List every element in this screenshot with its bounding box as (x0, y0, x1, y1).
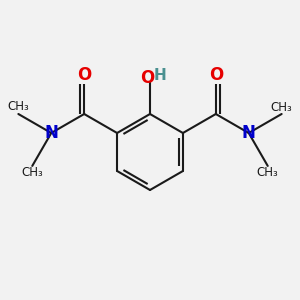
Text: CH₃: CH₃ (21, 167, 43, 179)
Text: CH₃: CH₃ (271, 100, 292, 113)
Text: CH₃: CH₃ (8, 100, 29, 113)
Text: CH₃: CH₃ (257, 167, 279, 179)
Text: O: O (77, 66, 91, 84)
Text: N: N (242, 124, 256, 142)
Text: N: N (44, 124, 58, 142)
Text: H: H (154, 68, 166, 82)
Text: O: O (209, 66, 223, 84)
Text: O: O (140, 69, 154, 87)
